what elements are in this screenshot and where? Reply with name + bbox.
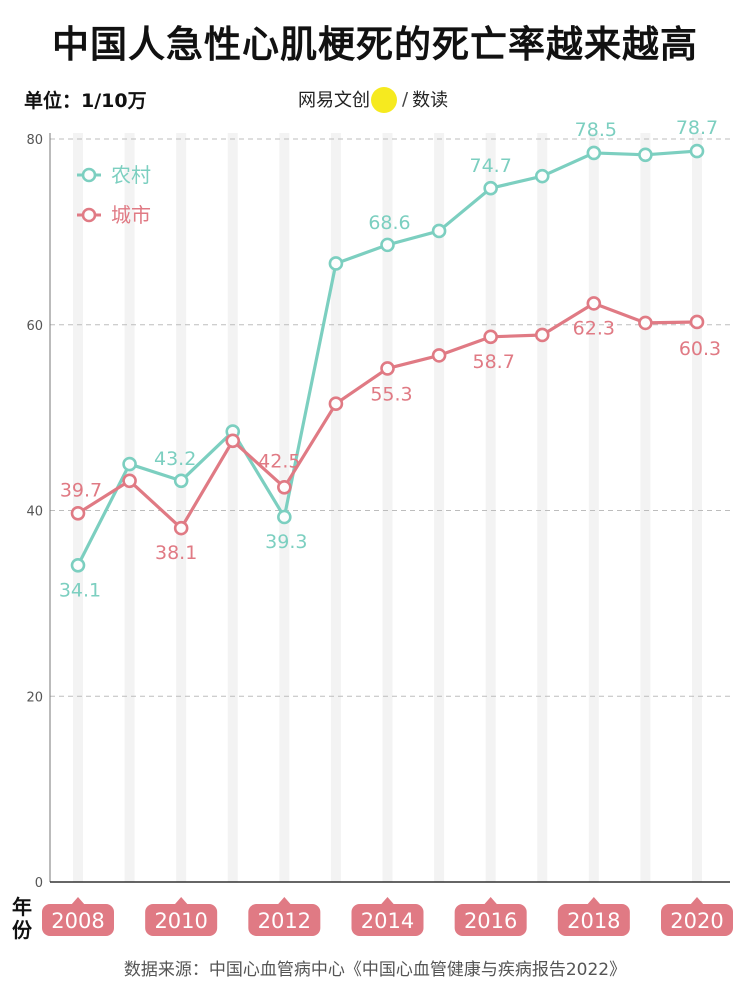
- y-tick-label: 20: [26, 690, 43, 705]
- data-point: [173, 520, 189, 536]
- x-axis-label: 份: [12, 918, 33, 942]
- x-tick-label: 2014: [351, 897, 424, 936]
- x-tick-text: 2010: [154, 909, 207, 933]
- data-point: [277, 479, 292, 495]
- data-label: 43.2: [154, 448, 196, 470]
- data-point: [277, 509, 292, 525]
- x-tick-label: 2018: [557, 897, 630, 936]
- x-tick-label: 2010: [145, 897, 218, 936]
- data-label: 62.3: [573, 317, 615, 339]
- year-band: [227, 133, 238, 882]
- x-tick-pointer: [277, 897, 292, 905]
- data-point: [122, 456, 137, 472]
- data-point: [431, 348, 447, 363]
- x-tick-text: 2016: [464, 909, 517, 933]
- data-point: [328, 256, 344, 271]
- x-tick-pointer: [690, 897, 704, 905]
- year-band: [640, 133, 651, 882]
- data-label: 78.5: [575, 119, 617, 141]
- data-point: [70, 557, 86, 573]
- x-tick-pill: [351, 904, 424, 936]
- chart-title: 中国人急性心肌梗死的死亡率越来越高: [52, 23, 698, 66]
- year-band: [124, 133, 135, 882]
- data-label: 78.7: [676, 117, 718, 139]
- legend-marker: [81, 207, 97, 223]
- legend-label: 城市: [111, 203, 151, 227]
- legend-label: 农村: [111, 163, 151, 187]
- year-band: [588, 133, 599, 882]
- data-point: [689, 314, 705, 330]
- data-point: [225, 433, 241, 449]
- x-tick-pill: [454, 904, 527, 936]
- data-point: [173, 473, 189, 489]
- y-tick-label: 0: [35, 876, 43, 891]
- x-tick-text: 2020: [670, 909, 723, 933]
- data-label: 34.1: [59, 579, 101, 601]
- data-label: 42.5: [258, 450, 300, 472]
- year-band: [279, 133, 290, 882]
- data-point: [586, 296, 602, 311]
- x-tick-label: 2008: [42, 897, 114, 936]
- x-tick-label: 2016: [454, 897, 527, 936]
- data-label: 39.7: [60, 479, 102, 501]
- x-tick-text: 2014: [361, 909, 414, 933]
- brand-dot-icon: [371, 87, 397, 113]
- data-label: 68.6: [368, 212, 410, 234]
- x-tick-pointer: [71, 897, 85, 905]
- legend-marker: [81, 167, 97, 183]
- data-label: 38.1: [155, 542, 197, 564]
- data-point: [483, 329, 498, 345]
- x-tick-pill: [557, 904, 630, 936]
- data-label: 60.3: [679, 338, 721, 360]
- x-tick-pill: [248, 904, 321, 936]
- data-point: [586, 145, 602, 161]
- x-tick-pill: [145, 904, 218, 936]
- x-tick-pill: [42, 904, 114, 936]
- data-point: [380, 361, 395, 376]
- data-point: [534, 327, 550, 343]
- data-point: [689, 143, 705, 159]
- x-tick-label: 2012: [248, 897, 321, 936]
- x-tick-pointer: [380, 897, 395, 905]
- year-band: [330, 133, 341, 882]
- year-band: [537, 133, 548, 882]
- data-point: [638, 147, 653, 163]
- brand-slash: /: [402, 88, 409, 110]
- brand-sub-name: 数读: [412, 90, 449, 111]
- data-label: 55.3: [370, 383, 412, 405]
- data-point: [483, 180, 498, 196]
- unit-label: 单位：1/10万: [24, 90, 147, 112]
- data-source: 数据来源：中国心血管病中心《中国心血管健康与疾病报告2022》: [123, 960, 627, 980]
- brand-logo: 网易文创 / 数读: [298, 86, 449, 113]
- data-point: [380, 237, 395, 253]
- y-tick-label: 80: [26, 133, 43, 148]
- year-band: [692, 133, 702, 882]
- y-tick-label: 60: [26, 319, 43, 334]
- data-point: [534, 168, 550, 184]
- x-tick-text: 2008: [51, 909, 104, 933]
- x-tick-text: 2012: [258, 909, 311, 933]
- data-point: [638, 315, 653, 331]
- data-label: 39.3: [265, 531, 307, 553]
- y-tick-label: 40: [26, 505, 43, 520]
- year-band: [382, 133, 393, 882]
- data-point: [328, 396, 344, 411]
- data-point: [431, 223, 447, 239]
- x-tick-label: 2020: [661, 897, 733, 936]
- data-label: 74.7: [470, 155, 512, 177]
- year-band: [485, 133, 496, 882]
- x-axis-label: 年: [12, 895, 32, 919]
- data-point: [70, 505, 86, 521]
- x-tick-pointer: [586, 897, 601, 905]
- x-tick-text: 2018: [567, 909, 620, 933]
- x-tick-pill: [661, 904, 733, 936]
- brand-name: 网易文创: [298, 90, 370, 111]
- data-point: [122, 473, 137, 489]
- x-tick-pointer: [483, 897, 498, 905]
- x-tick-pointer: [174, 897, 189, 905]
- year-band: [434, 133, 445, 882]
- year-band: [176, 133, 187, 882]
- data-label: 58.7: [473, 351, 515, 373]
